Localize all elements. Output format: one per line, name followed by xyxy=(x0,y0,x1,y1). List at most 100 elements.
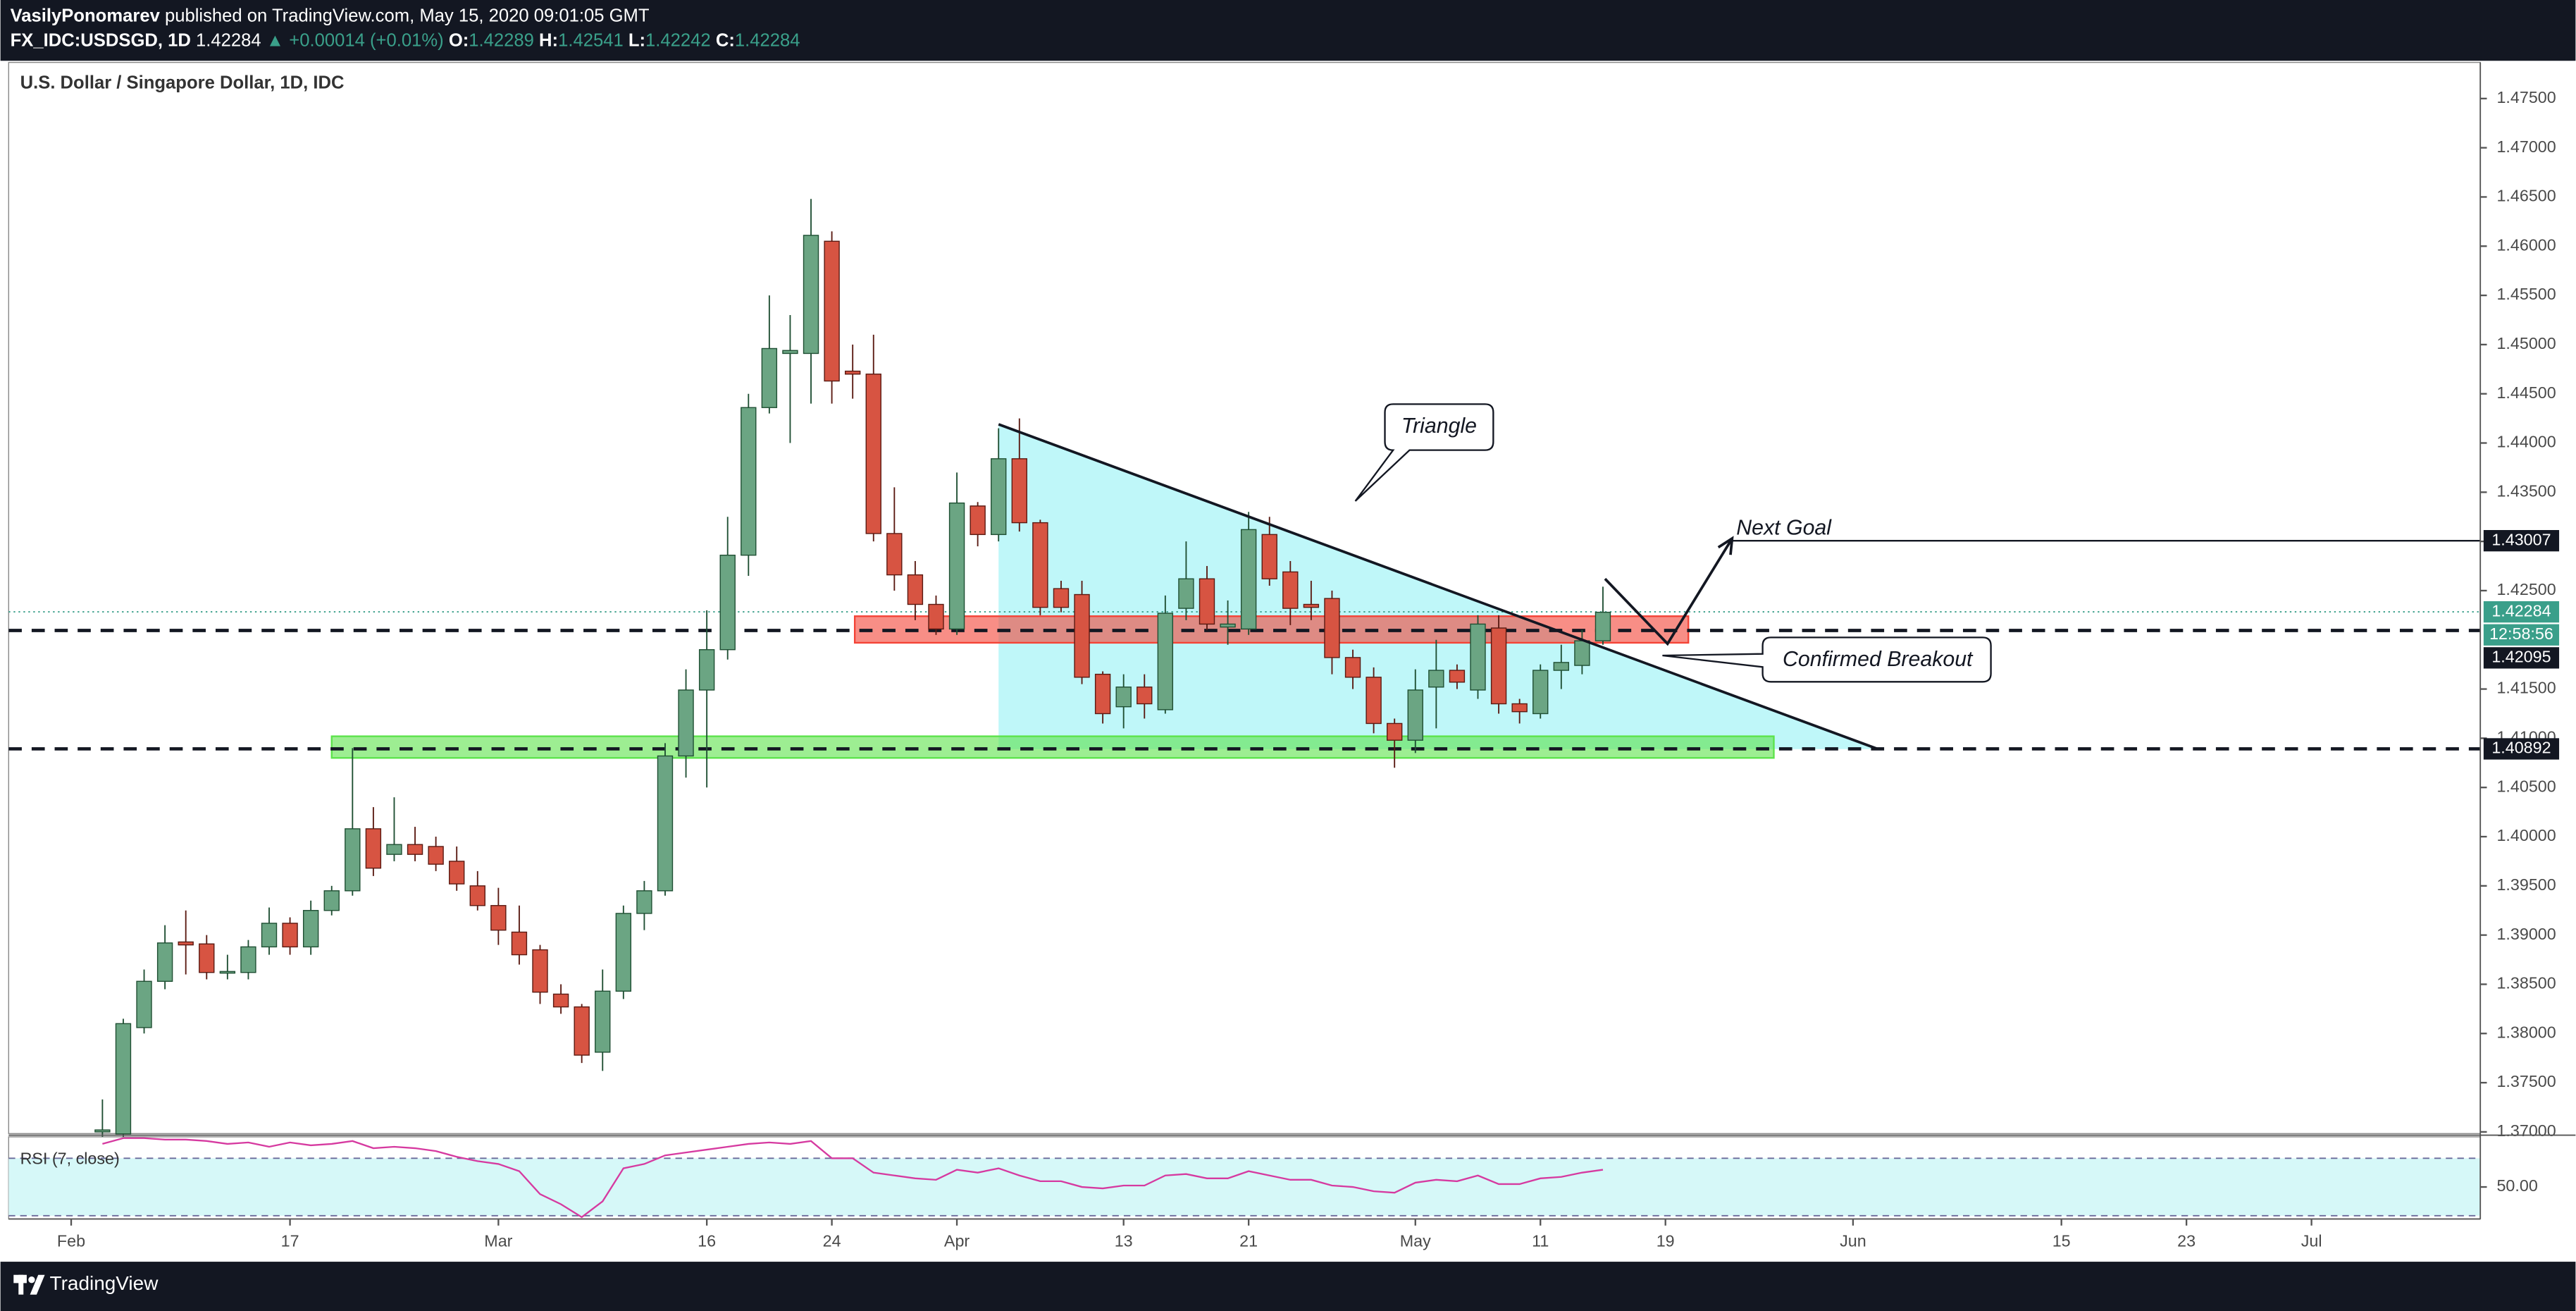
x-tick-label: May xyxy=(1400,1231,1431,1250)
candle-body xyxy=(282,923,298,948)
candle-body xyxy=(615,913,632,992)
candle-body xyxy=(1032,522,1048,608)
price-label-bg xyxy=(2483,624,2560,646)
candle-body xyxy=(407,844,423,855)
candle-body xyxy=(1449,670,1466,683)
callout xyxy=(1662,636,1992,683)
ohlc-value: 1.42289 xyxy=(469,30,534,50)
candle-body xyxy=(719,554,736,651)
candle-body xyxy=(991,458,1007,536)
y-tick-label: 1.46000 xyxy=(2496,235,2556,254)
candle-body xyxy=(1199,578,1215,625)
candle-body xyxy=(490,905,507,931)
candle-body xyxy=(1324,598,1340,658)
candle-body xyxy=(1074,593,1090,678)
x-tick-label: Feb xyxy=(57,1231,85,1250)
candle-body xyxy=(345,828,361,892)
ohlc-label: H: xyxy=(539,30,558,50)
ohlc-label: O: xyxy=(449,30,469,50)
y-tick-label: 1.39500 xyxy=(2496,875,2556,894)
x-tick-label: 24 xyxy=(823,1231,841,1250)
candle-body xyxy=(1490,627,1507,705)
x-tick-label: 13 xyxy=(1115,1231,1133,1250)
candle-body xyxy=(323,890,340,911)
y-tick-label: 1.44500 xyxy=(2496,383,2556,402)
change: ▲ +0.00014 (+0.01%) xyxy=(266,30,444,50)
y-tick-label: 1.45500 xyxy=(2496,285,2556,303)
candle-body xyxy=(1053,588,1070,608)
x-tick-label: 21 xyxy=(1239,1231,1258,1250)
candle-body xyxy=(428,846,444,865)
candle-body xyxy=(928,603,944,630)
candle-body xyxy=(636,890,652,914)
author: VasilyPonomarev xyxy=(11,6,161,25)
candle-body xyxy=(907,574,924,605)
candle-body xyxy=(365,828,382,869)
candle-body xyxy=(469,885,485,906)
x-tick-label: 16 xyxy=(698,1231,716,1250)
candle-body xyxy=(1470,623,1486,691)
x-tick-label: Mar xyxy=(484,1231,512,1250)
price-label-bg xyxy=(2483,647,2560,669)
price-label: 12:58:56 xyxy=(2489,624,2553,643)
top-bar xyxy=(0,0,2576,61)
x-tick-label: 23 xyxy=(2177,1231,2196,1250)
y-tick-label: 1.47000 xyxy=(2496,137,2556,156)
candle-body xyxy=(532,949,548,993)
y-tick-label: 1.37000 xyxy=(2496,1121,2556,1140)
axes: 1.37000 1.37500 1.38000 1.38500 1.39000 1.395… xyxy=(8,62,2576,1250)
y-tick-label: 1.37500 xyxy=(2496,1072,2556,1090)
candle-body xyxy=(115,1023,132,1135)
candle-body xyxy=(1428,670,1444,688)
candle-body xyxy=(199,943,215,973)
publish-line: VasilyPonomarev published on TradingView… xyxy=(11,6,650,25)
candle-body xyxy=(94,1129,111,1133)
y-tick-label: 1.45000 xyxy=(2496,334,2556,352)
x-tick-label: Apr xyxy=(944,1231,970,1250)
candle-body xyxy=(1553,662,1569,671)
ohlc-value: 1.42284 xyxy=(735,30,800,50)
ohlc-label: L: xyxy=(628,30,645,50)
candle-body xyxy=(386,844,402,855)
zone xyxy=(330,735,1775,759)
rsi-line xyxy=(102,1137,1604,1219)
y-tick-label: 1.43500 xyxy=(2496,481,2556,500)
candle-body xyxy=(1178,578,1194,609)
candle-body xyxy=(1115,687,1132,708)
candle-body xyxy=(761,347,778,408)
trendline xyxy=(998,423,1879,751)
candle-body xyxy=(824,240,840,382)
x-tick-label: 11 xyxy=(1532,1231,1549,1250)
price-label-bg xyxy=(2483,738,2560,760)
candle-body xyxy=(219,971,236,974)
plot: RSI (7, close) xyxy=(8,61,2481,1220)
candle-body xyxy=(803,235,819,355)
y-tick-label: 1.40500 xyxy=(2496,777,2556,795)
candle-body xyxy=(1344,657,1361,678)
arrow-head xyxy=(1717,536,1734,555)
candle-body xyxy=(657,755,674,892)
candle-body xyxy=(1594,611,1611,641)
y-tick-label: 1.41500 xyxy=(2496,679,2556,697)
candle-body xyxy=(261,923,278,948)
annotation: Next Goal xyxy=(1736,517,1832,540)
price-label: 1.42284 xyxy=(2491,601,2551,620)
candle-body xyxy=(449,861,465,885)
y-tick-label: 1.44000 xyxy=(2496,433,2556,451)
ohlc-value: 1.42541 xyxy=(558,30,624,50)
candle-body xyxy=(1240,529,1257,630)
candle-body xyxy=(156,942,173,982)
annotation: Confirmed Breakout xyxy=(1783,648,1974,671)
y-tick-label: 1.38500 xyxy=(2496,974,2556,992)
candle-body xyxy=(1261,534,1277,579)
candle-body xyxy=(302,910,319,948)
candle-body xyxy=(552,993,569,1008)
candle-body xyxy=(1407,689,1423,741)
brand[interactable]: TradingView xyxy=(50,1272,159,1294)
rsi-band xyxy=(8,1158,2481,1216)
x-tick-label: 19 xyxy=(1657,1231,1675,1250)
candle-body xyxy=(865,374,881,534)
last: 1.42284 xyxy=(196,30,261,50)
